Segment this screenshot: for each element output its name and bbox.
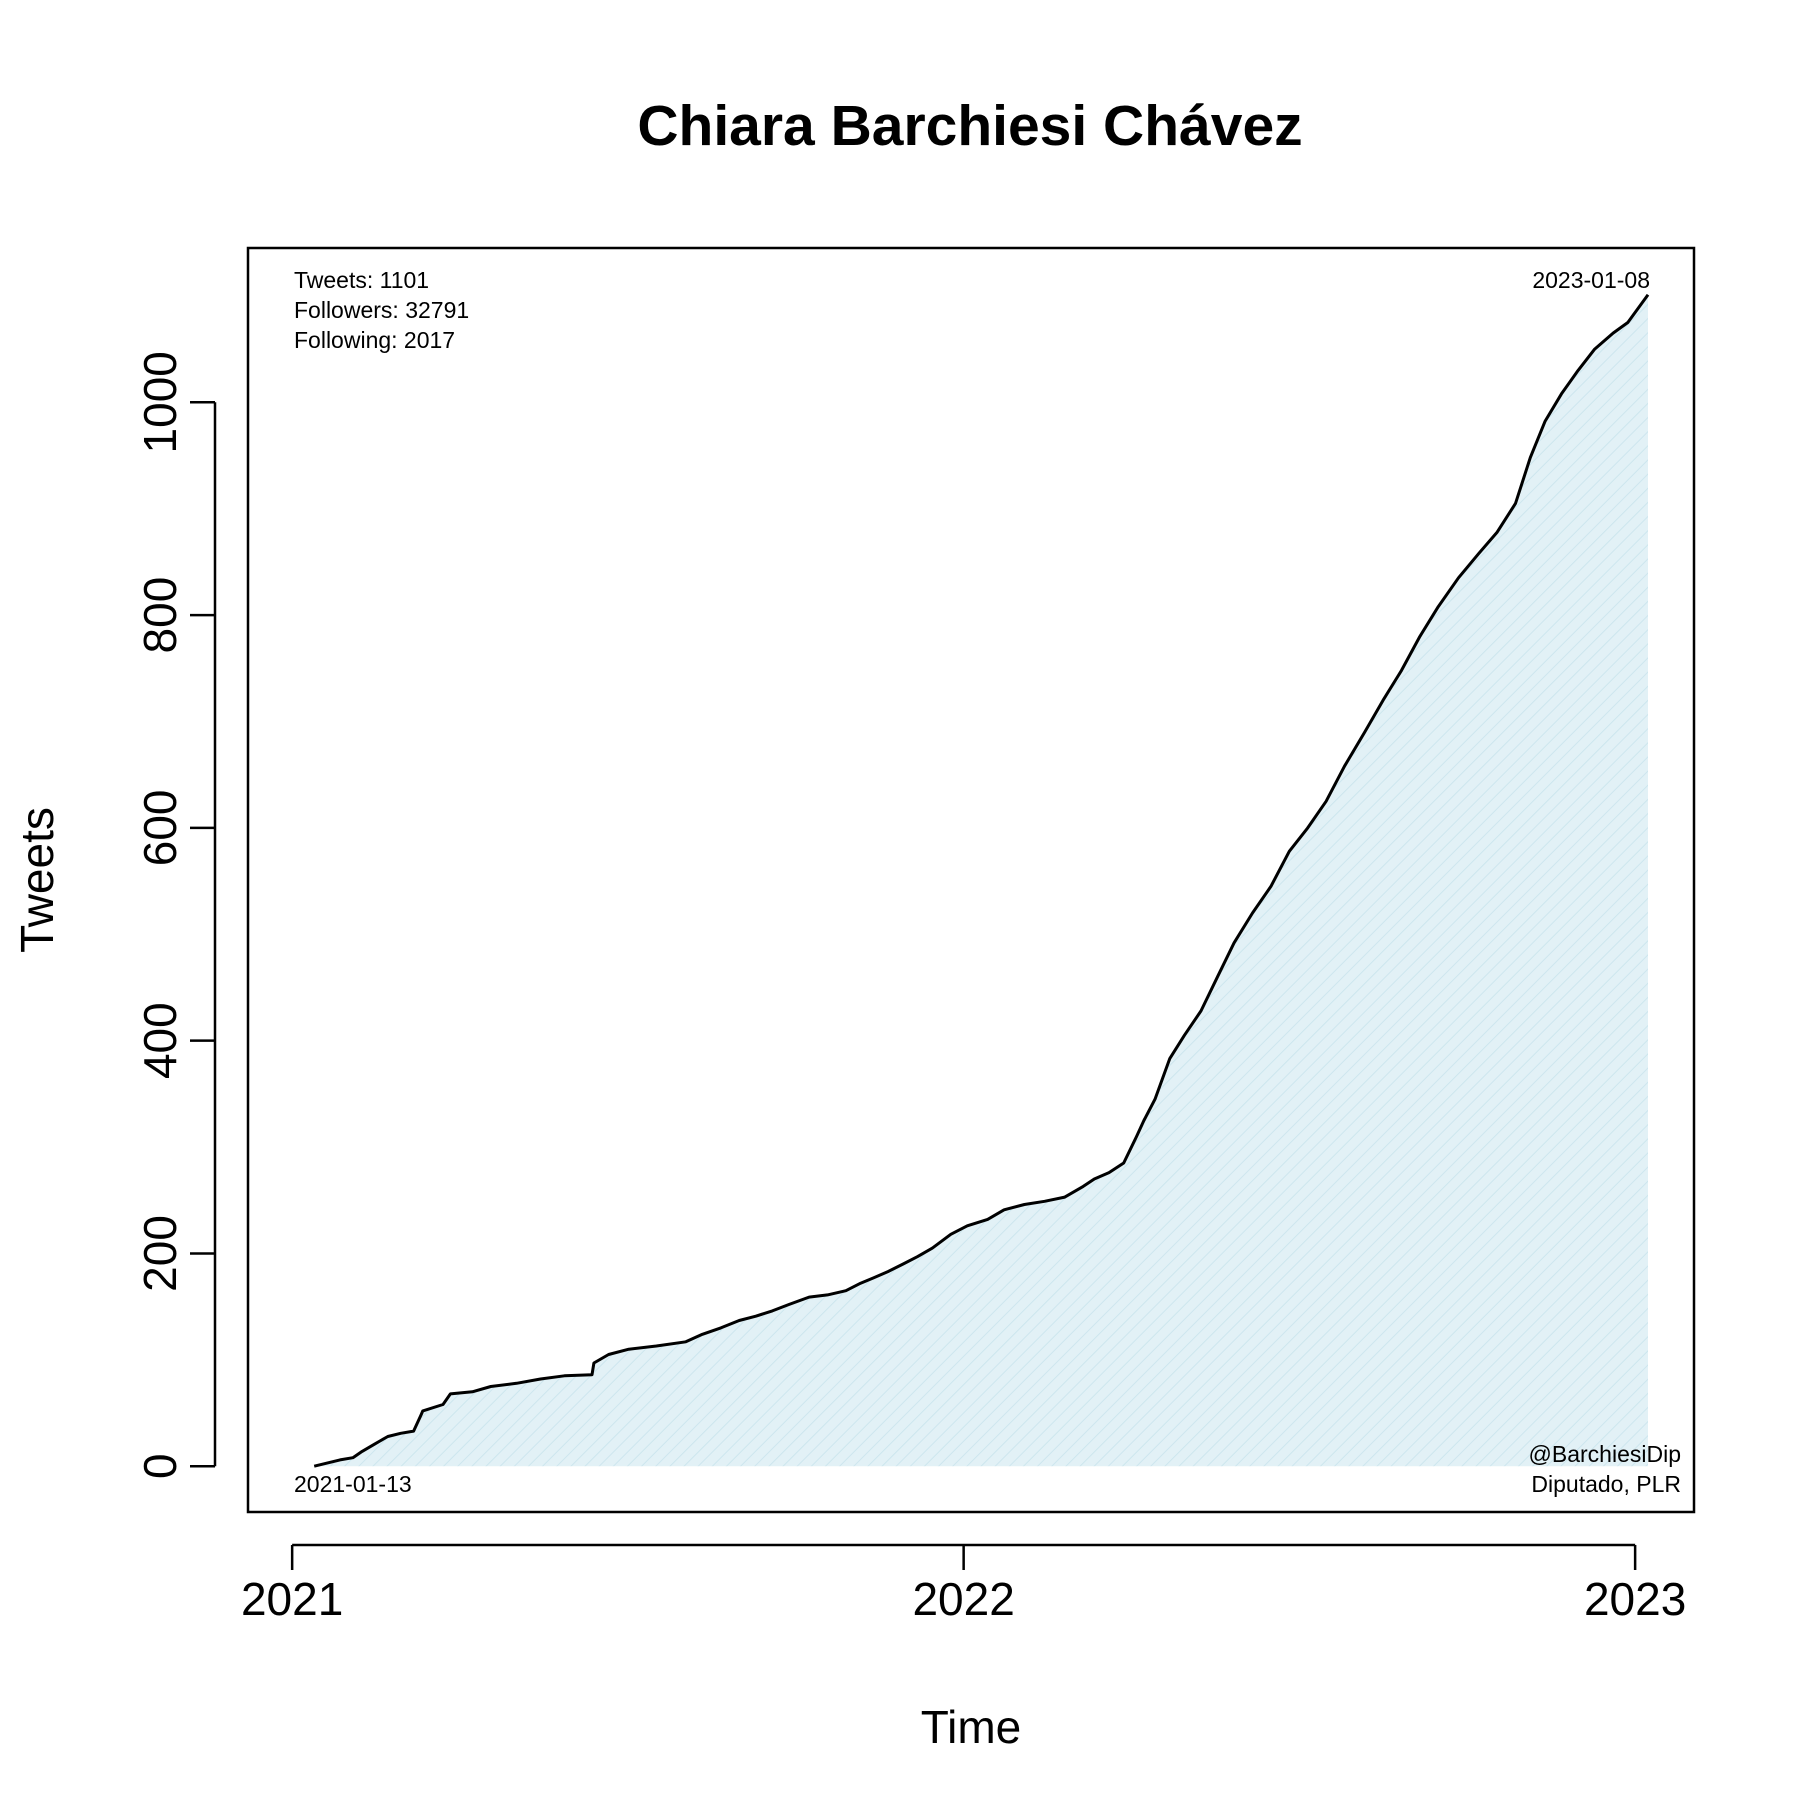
account-handle: @BarchiesiDip [1529, 1441, 1681, 1467]
y-axis-label: Tweets [11, 807, 63, 953]
end-date-label: 2023-01-08 [1532, 267, 1650, 293]
y-tick-label: 800 [134, 577, 186, 654]
y-tick-label: 1000 [134, 351, 186, 453]
x-tick-label: 2022 [912, 1573, 1014, 1625]
y-tick-label: 600 [134, 789, 186, 866]
y-tick-label: 200 [134, 1215, 186, 1292]
x-axis-label: Time [921, 1701, 1022, 1753]
chart-title: Chiara Barchiesi Chávez [637, 94, 1302, 158]
x-tick-label: 2023 [1584, 1573, 1686, 1625]
plot-frame [246, 246, 1696, 1514]
stat-tweets: Tweets: 1101 [294, 267, 429, 293]
start-date-label: 2021-01-13 [294, 1471, 412, 1497]
stat-following: Following: 2017 [294, 327, 455, 353]
y-axis: 0 200 400 600 800 1000 [134, 351, 217, 1479]
series-line [313, 293, 1650, 1468]
x-tick-label: 2021 [241, 1573, 343, 1625]
y-tick-label: 400 [134, 1002, 186, 1079]
stat-followers: Followers: 32791 [294, 297, 469, 323]
plot-area [313, 293, 1650, 1468]
account-role: Diputado, PLR [1531, 1471, 1681, 1497]
y-tick-label: 0 [134, 1453, 186, 1479]
x-axis: 2021 2022 2023 [241, 1543, 1686, 1625]
series-area-fill [314, 294, 1649, 1467]
